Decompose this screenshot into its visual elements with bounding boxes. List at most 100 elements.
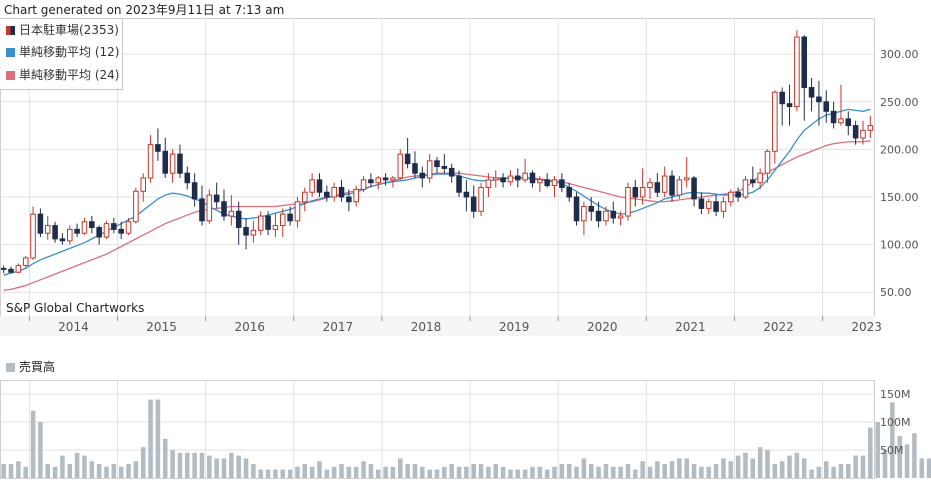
date-axis: 2014 2015 2016 2017 2018 2019 2020 2021 2022 2023 xyxy=(0,316,882,336)
volume-bar xyxy=(229,452,234,478)
candle-down xyxy=(213,194,220,203)
volume-bar xyxy=(207,455,212,478)
volume-bar xyxy=(846,464,851,478)
candle-down xyxy=(287,213,293,222)
ma24-line xyxy=(3,140,871,291)
candle-up xyxy=(742,179,749,198)
candle-down xyxy=(654,182,661,193)
candle-down xyxy=(191,182,198,200)
candle-down xyxy=(382,177,389,181)
candle-down xyxy=(808,87,815,98)
candle-up xyxy=(764,150,771,174)
volume-bar xyxy=(449,464,454,478)
candle-up xyxy=(375,177,382,184)
volume-bar xyxy=(30,410,36,478)
volume-bar xyxy=(471,464,476,478)
year-label: 2018 xyxy=(411,320,442,334)
candle-up xyxy=(617,215,624,219)
volume-bar xyxy=(155,399,161,478)
candle-down xyxy=(52,225,58,240)
candle-down xyxy=(779,91,785,105)
candle-down xyxy=(573,196,580,222)
volume-bar xyxy=(214,458,219,478)
price-tick-label: 250.00 xyxy=(880,96,919,109)
candle-up xyxy=(331,186,337,198)
price-tick-label: 50.00 xyxy=(880,286,912,299)
volume-bar xyxy=(324,469,330,478)
volume-bar xyxy=(1,464,6,478)
volume-bar xyxy=(346,466,352,478)
volume-bar xyxy=(162,438,168,478)
candle-down xyxy=(544,179,550,187)
volume-bar xyxy=(823,461,829,478)
price-y-axis: 50.00 100.00 150.00 200.00 250.00 300.00 xyxy=(880,48,919,299)
volume-bar xyxy=(655,461,660,478)
candle-down xyxy=(338,186,345,198)
volume-bar xyxy=(339,464,344,478)
volume-bar xyxy=(60,455,65,478)
candle-up xyxy=(81,221,88,234)
candle-down xyxy=(162,150,169,174)
volume-bar xyxy=(684,458,689,478)
volume-bar xyxy=(251,464,256,478)
volume-bar xyxy=(610,466,616,478)
volume-bar xyxy=(45,464,51,478)
volume-bar xyxy=(170,450,175,478)
year-label: 2022 xyxy=(763,320,794,334)
year-label: 2014 xyxy=(58,320,89,334)
candle-down xyxy=(324,191,330,198)
chart-generated-note: Chart generated on 2023年9月11日 at 7:13 am xyxy=(4,3,285,17)
legend-item-ma12[interactable]: 単純移動平均 (12) xyxy=(6,43,119,61)
candle-up xyxy=(625,186,631,217)
volume-bar xyxy=(140,447,146,478)
volume-bar xyxy=(853,455,858,478)
volume-bar xyxy=(838,464,844,478)
candle-down xyxy=(595,210,602,222)
volume-bar xyxy=(875,422,880,478)
volume-bar xyxy=(868,427,873,478)
year-label: 2015 xyxy=(146,320,177,334)
candle-down xyxy=(830,110,837,124)
volume-bars xyxy=(1,399,931,478)
volume-bar xyxy=(633,469,638,478)
candle-up xyxy=(228,210,235,217)
candle-down xyxy=(448,167,455,177)
volume-bar xyxy=(552,466,557,478)
candle-down xyxy=(529,172,536,184)
candle-down xyxy=(801,36,808,89)
credit-label: S&P Global Chartworks xyxy=(6,301,145,315)
volume-bar xyxy=(23,466,28,478)
volume-bar xyxy=(295,466,300,478)
volume-bar xyxy=(537,466,543,478)
candle-down xyxy=(74,228,80,234)
candle-up xyxy=(133,190,139,223)
volume-bar xyxy=(809,469,814,478)
volume-bar xyxy=(588,464,594,478)
volume-bar xyxy=(574,466,579,478)
volume-bar xyxy=(603,464,609,478)
candle-up xyxy=(44,225,51,234)
volume-plot-frame xyxy=(0,380,875,479)
candle-up xyxy=(757,172,763,184)
volume-grid xyxy=(0,380,875,479)
candle-down xyxy=(566,186,572,198)
candle-up xyxy=(125,221,132,234)
volume-bar xyxy=(104,466,109,478)
candle-down xyxy=(368,179,374,184)
candle-down xyxy=(470,196,477,212)
candle-down xyxy=(441,166,448,169)
legend-item-price[interactable]: 日本駐車場(2353) xyxy=(6,21,119,39)
legend-item-ma24[interactable]: 単純移動平均 (24) xyxy=(6,66,119,84)
volume-bar xyxy=(111,464,117,478)
candle-down xyxy=(588,206,595,212)
candle-down xyxy=(59,238,66,242)
candle-up xyxy=(390,177,396,181)
year-label: 2016 xyxy=(234,320,265,334)
candle-up xyxy=(294,201,301,222)
volume-bar xyxy=(478,464,484,478)
candle-up xyxy=(147,144,154,179)
volume-bar xyxy=(52,466,58,478)
candle-down xyxy=(404,153,411,165)
volume-bar xyxy=(236,455,241,478)
